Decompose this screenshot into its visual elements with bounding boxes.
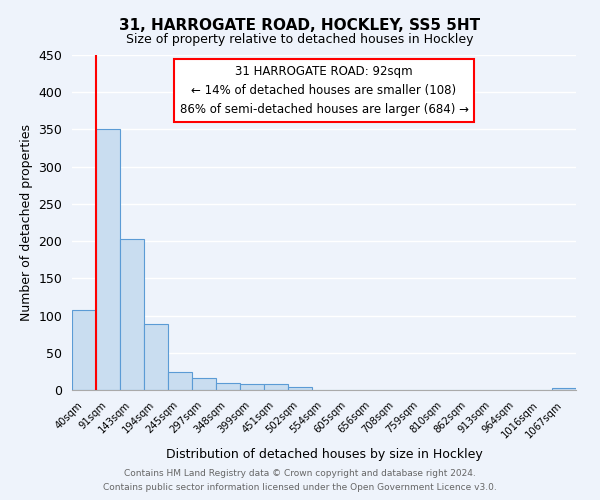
Text: 31 HARROGATE ROAD: 92sqm
← 14% of detached houses are smaller (108)
86% of semi-: 31 HARROGATE ROAD: 92sqm ← 14% of detach… [179, 65, 469, 116]
Bar [120, 239, 144, 390]
Bar [264, 384, 288, 390]
Bar [240, 384, 264, 390]
Bar [288, 387, 312, 390]
Bar [192, 378, 216, 390]
Bar [72, 310, 96, 390]
Text: Contains public sector information licensed under the Open Government Licence v3: Contains public sector information licen… [103, 484, 497, 492]
Y-axis label: Number of detached properties: Number of detached properties [20, 124, 33, 321]
X-axis label: Distribution of detached houses by size in Hockley: Distribution of detached houses by size … [166, 448, 482, 461]
Text: Contains HM Land Registry data © Crown copyright and database right 2024.: Contains HM Land Registry data © Crown c… [124, 468, 476, 477]
Text: 31, HARROGATE ROAD, HOCKLEY, SS5 5HT: 31, HARROGATE ROAD, HOCKLEY, SS5 5HT [119, 18, 481, 32]
Bar [216, 382, 240, 390]
Bar [96, 130, 120, 390]
Bar [168, 372, 192, 390]
Bar [144, 324, 168, 390]
Bar [552, 388, 576, 390]
Text: Size of property relative to detached houses in Hockley: Size of property relative to detached ho… [126, 32, 474, 46]
